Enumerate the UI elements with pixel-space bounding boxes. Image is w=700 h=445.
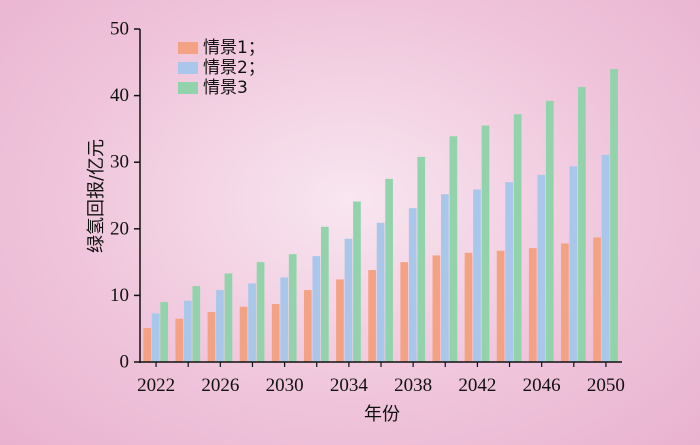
legend-label: 情景3 xyxy=(203,78,248,98)
x-tick-label: 2042 xyxy=(458,375,496,396)
bar-series2 xyxy=(248,283,256,362)
bar-series3 xyxy=(578,86,586,362)
bar-series2 xyxy=(312,256,321,362)
legend-swatch xyxy=(178,42,198,54)
bar-series1 xyxy=(496,250,505,362)
bar-series3 xyxy=(385,178,393,362)
bar-series2 xyxy=(376,222,385,362)
legend-label: 情景1； xyxy=(203,38,265,58)
bar-series1 xyxy=(303,290,312,362)
y-axis-title: 绿氢回报/亿元 xyxy=(86,139,107,253)
bar-series2 xyxy=(408,208,417,362)
x-tick-label: 2026 xyxy=(201,375,239,396)
x-tick-label: 2022 xyxy=(137,375,175,396)
x-tick-label: 2050 xyxy=(587,375,625,396)
bar-series1 xyxy=(336,279,344,362)
bar-series1 xyxy=(271,304,280,362)
bar-series1 xyxy=(432,255,441,362)
bar-series3 xyxy=(417,156,426,362)
bar-series3 xyxy=(481,125,490,362)
bar-series2 xyxy=(601,154,610,362)
legend-swatch xyxy=(178,82,198,94)
bar-series2 xyxy=(280,277,289,362)
bar-series1 xyxy=(528,248,537,362)
x-tick-label: 2046 xyxy=(523,375,561,396)
y-tick-label: 40 xyxy=(110,85,129,106)
bar-series2 xyxy=(441,194,449,362)
bar-series1 xyxy=(207,312,216,362)
bar-series1 xyxy=(175,318,184,362)
legend-label: 情景2； xyxy=(203,58,265,78)
bar-series3 xyxy=(256,262,265,362)
y-tick-label: 30 xyxy=(110,152,129,173)
bar-series3 xyxy=(192,286,201,362)
bar-series2 xyxy=(569,166,578,362)
bar-series3 xyxy=(224,273,233,362)
bar-series1 xyxy=(143,328,152,362)
legend: 情景1；情景2；情景3 xyxy=(178,38,265,98)
y-tick-label: 0 xyxy=(120,352,130,373)
bar-series2 xyxy=(344,238,353,362)
bar-series3 xyxy=(288,254,297,362)
bar-series2 xyxy=(183,300,192,362)
bar-series1 xyxy=(400,262,409,362)
bar-series3 xyxy=(513,114,522,362)
bar-series1 xyxy=(368,270,376,362)
bar-series2 xyxy=(216,290,224,362)
bar-series1 xyxy=(239,306,248,362)
bar-series2 xyxy=(473,189,481,362)
bar-series1 xyxy=(593,237,601,362)
y-tick-label: 50 xyxy=(110,19,129,40)
bar-series2 xyxy=(505,182,513,362)
legend-swatch xyxy=(178,62,198,74)
bar-series3 xyxy=(160,302,169,362)
bar-series1 xyxy=(464,252,473,362)
y-ticks: 0 10 20 30 40 50 xyxy=(110,19,140,373)
x-tick-label: 2038 xyxy=(394,375,432,396)
y-tick-label: 10 xyxy=(110,285,129,306)
bar-series3 xyxy=(320,226,329,362)
bars-group xyxy=(143,68,618,363)
x-axis-title: 年份 xyxy=(364,404,400,425)
bar-series3 xyxy=(610,68,618,363)
bar-series3 xyxy=(353,201,361,362)
y-tick-label: 20 xyxy=(110,218,129,239)
bar-series3 xyxy=(449,136,458,362)
bar-series1 xyxy=(561,243,569,362)
x-ticks: 2022 2026 2030 2034 2038 2042 2046 2050 xyxy=(137,362,625,396)
bar-series2 xyxy=(151,313,160,362)
bar-series3 xyxy=(545,100,554,362)
bar-series2 xyxy=(537,174,546,362)
x-tick-label: 2030 xyxy=(266,375,304,396)
x-tick-label: 2034 xyxy=(330,375,369,396)
